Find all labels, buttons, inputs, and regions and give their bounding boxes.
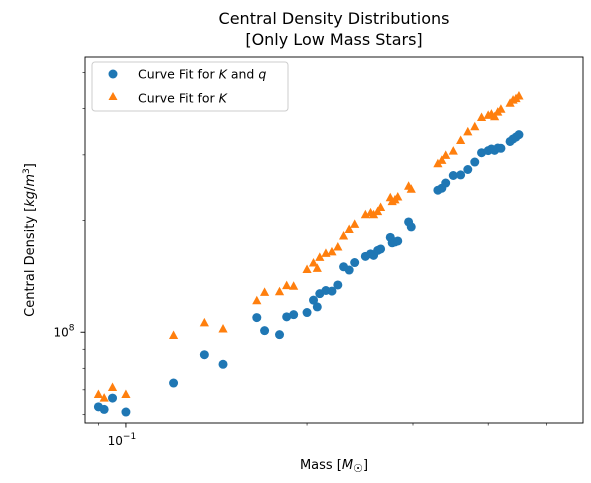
- y-tick-label-base: 10: [53, 326, 68, 340]
- data-point-circle: [350, 258, 360, 268]
- data-point-triangle: [107, 382, 118, 392]
- data-point-triangle: [456, 135, 466, 144]
- data-point-circle: [312, 302, 322, 312]
- y-axis-label-unit-num: kg: [23, 191, 38, 207]
- legend-label-k-only: Curve Fit for K: [138, 91, 229, 106]
- data-point-circle: [282, 312, 292, 322]
- data-point-triangle: [368, 209, 379, 219]
- data-point-circle: [448, 171, 458, 180]
- series-layer: [93, 90, 524, 417]
- data-point-triangle: [496, 104, 506, 113]
- data-point-circle: [344, 265, 354, 275]
- data-point-triangle: [93, 389, 103, 399]
- data-point-triangle: [514, 90, 524, 100]
- data-point-circle: [327, 286, 337, 296]
- y-axis-label-unit-exp: 3: [22, 168, 32, 174]
- data-point-triangle: [393, 192, 403, 201]
- data-point-triangle: [463, 126, 473, 136]
- data-point-circle: [302, 308, 312, 318]
- data-point-triangle: [99, 393, 109, 402]
- legend-label-k: K: [219, 67, 229, 82]
- data-point-circle: [108, 393, 118, 403]
- plot-frame: [84, 56, 584, 424]
- data-point-circle: [406, 222, 416, 232]
- data-point-circle: [393, 236, 403, 246]
- y-axis-label-text: Central Density [kg/m3]: [22, 163, 38, 317]
- data-point-triangle: [121, 389, 131, 399]
- data-point-circle: [309, 295, 319, 305]
- data-point-triangle: [327, 246, 337, 256]
- x-axis-ticks: 10−1: [98, 423, 547, 448]
- data-point-triangle: [344, 224, 354, 233]
- data-point-triangle: [470, 121, 480, 131]
- data-point-triangle: [441, 150, 451, 159]
- y-tick-label-exponent: 8: [69, 324, 75, 334]
- data-point-circle: [496, 143, 506, 153]
- data-point-circle: [218, 359, 228, 369]
- data-point-triangle: [406, 184, 416, 193]
- data-point-triangle: [282, 280, 292, 290]
- data-point-circle: [456, 170, 466, 180]
- data-point-triangle: [274, 286, 285, 296]
- data-point-triangle: [437, 155, 447, 164]
- chart-title: Central Density Distributions: [219, 9, 450, 28]
- data-point-circle: [333, 280, 343, 290]
- data-point-circle: [376, 244, 386, 254]
- x-axis-label-close: ]: [363, 458, 368, 473]
- legend-box: [91, 61, 289, 112]
- data-point-triangle: [375, 202, 386, 212]
- series-2: [93, 90, 524, 402]
- data-point-circle: [199, 350, 209, 360]
- legend-label-k-and-q: Curve Fit for K and q: [138, 67, 266, 82]
- legend-label-q: q: [258, 67, 266, 82]
- data-point-triangle: [168, 330, 179, 339]
- x-axis-label: Mass [M☉]: [300, 458, 368, 475]
- data-point-triangle: [259, 287, 270, 296]
- legend: Curve Fit for K and q Curve Fit for K: [91, 61, 289, 112]
- y-tick-label: 108: [53, 324, 74, 340]
- data-point-triangle: [252, 295, 262, 305]
- data-point-circle: [275, 330, 285, 340]
- y-axis-label-unit-den: m: [23, 174, 38, 187]
- data-point-circle: [99, 404, 109, 414]
- x-axis-label-text: Mass [: [300, 458, 342, 473]
- plot-background: [85, 57, 583, 423]
- y-axis-ticks: 108: [53, 72, 85, 416]
- data-point-triangle: [302, 264, 312, 273]
- chart-subtitle: [Only Low Mass Stars]: [245, 30, 422, 49]
- x-axis-label-sun: ☉: [353, 462, 363, 475]
- data-point-circle: [463, 165, 473, 174]
- legend-label-k2: K: [219, 91, 229, 106]
- x-tick-label-exponent: −1: [123, 432, 136, 442]
- series-1: [93, 130, 524, 417]
- data-point-circle: [121, 407, 131, 417]
- data-point-triangle: [312, 263, 322, 272]
- data-point-triangle: [308, 258, 319, 267]
- data-point-triangle: [350, 219, 360, 228]
- data-point-triangle: [315, 252, 325, 261]
- data-point-triangle: [289, 281, 299, 290]
- x-tick-label: 10−1: [108, 432, 137, 448]
- data-point-circle: [470, 157, 480, 167]
- data-point-triangle: [333, 242, 343, 251]
- data-point-triangle: [218, 324, 228, 333]
- data-point-circle: [260, 326, 270, 336]
- x-tick-label-base: 10: [108, 434, 123, 448]
- data-point-circle: [252, 313, 262, 323]
- plot-area: [84, 56, 584, 424]
- y-axis-label-close: ]: [23, 163, 38, 168]
- data-point-circle: [289, 310, 299, 320]
- x-axis-label-symbol: M: [342, 458, 353, 473]
- data-point-circle: [514, 130, 524, 140]
- legend-marker-triangle: [108, 92, 118, 100]
- data-point-circle: [169, 378, 179, 388]
- data-point-triangle: [199, 317, 209, 327]
- data-point-triangle: [338, 231, 349, 240]
- y-axis-label: Central Density [kg/m3]: [22, 163, 38, 317]
- data-point-circle: [441, 178, 451, 188]
- data-point-triangle: [490, 111, 500, 121]
- data-point-triangle: [448, 146, 458, 155]
- legend-marker-circle: [108, 69, 118, 79]
